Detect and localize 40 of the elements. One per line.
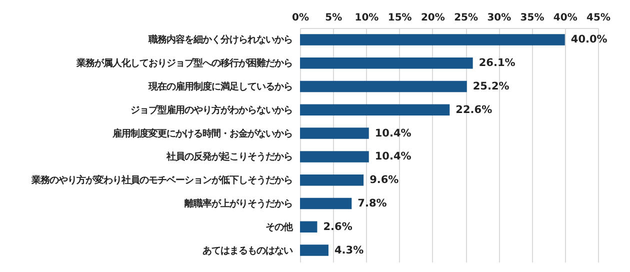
bar: [300, 34, 565, 46]
y-tick-label: 雇用制度変更にかける時間・お金がないから: [112, 128, 292, 140]
y-tick-label: 社員の反発が起こりそうだから: [166, 152, 292, 163]
y-tick-label: 業務のやり方が変わり社員のモチベーションが低下しそうだから: [30, 175, 292, 186]
bar: [300, 244, 328, 256]
x-tick-label: 30%: [487, 12, 512, 24]
bar: [300, 128, 369, 139]
y-tick-label: あてはまるものはない: [202, 245, 292, 256]
data-label: 25.2%: [472, 80, 510, 92]
y-tick-label: 業務が属人化しておりジョブ型への移行が困難だから: [76, 58, 292, 70]
data-label: 40.0%: [570, 34, 608, 46]
x-tick-label: 15%: [388, 12, 412, 24]
x-tick-label: 20%: [420, 12, 445, 24]
y-tick-label: 現在の雇用制度に満足しているから: [148, 82, 292, 92]
bar: [300, 104, 450, 116]
bar: [300, 198, 352, 210]
data-label: 2.6%: [323, 220, 353, 233]
bar: [300, 80, 467, 92]
x-tick-label: 35%: [520, 12, 544, 24]
bar: [300, 151, 369, 162]
x-tick-label: 10%: [354, 12, 379, 24]
x-tick-label: 25%: [454, 12, 478, 24]
data-label: 9.6%: [370, 174, 400, 186]
data-label: 10.4%: [374, 127, 412, 140]
bar: [300, 221, 318, 233]
y-tick-label: 職務内容を細かく分けられないから: [148, 34, 292, 46]
x-tick-label: 5%: [325, 12, 342, 24]
data-label: 26.1%: [478, 57, 516, 70]
x-tick-label: 40%: [553, 12, 578, 24]
data-label: 4.3%: [334, 244, 364, 256]
data-label: 22.6%: [456, 104, 493, 116]
y-tick-label: その他: [266, 222, 294, 233]
data-label: 10.4%: [374, 150, 412, 163]
bar: [300, 174, 364, 186]
y-tick-label: 離職率が上がりそうだから: [184, 198, 292, 210]
x-tick-label: 0%: [292, 12, 309, 24]
x-tick-label: 45%: [586, 12, 610, 24]
data-label: 7.8%: [358, 198, 388, 210]
bar: [300, 57, 473, 69]
y-tick-label: ジョブ型雇用のやり方がわからないから: [130, 104, 292, 116]
